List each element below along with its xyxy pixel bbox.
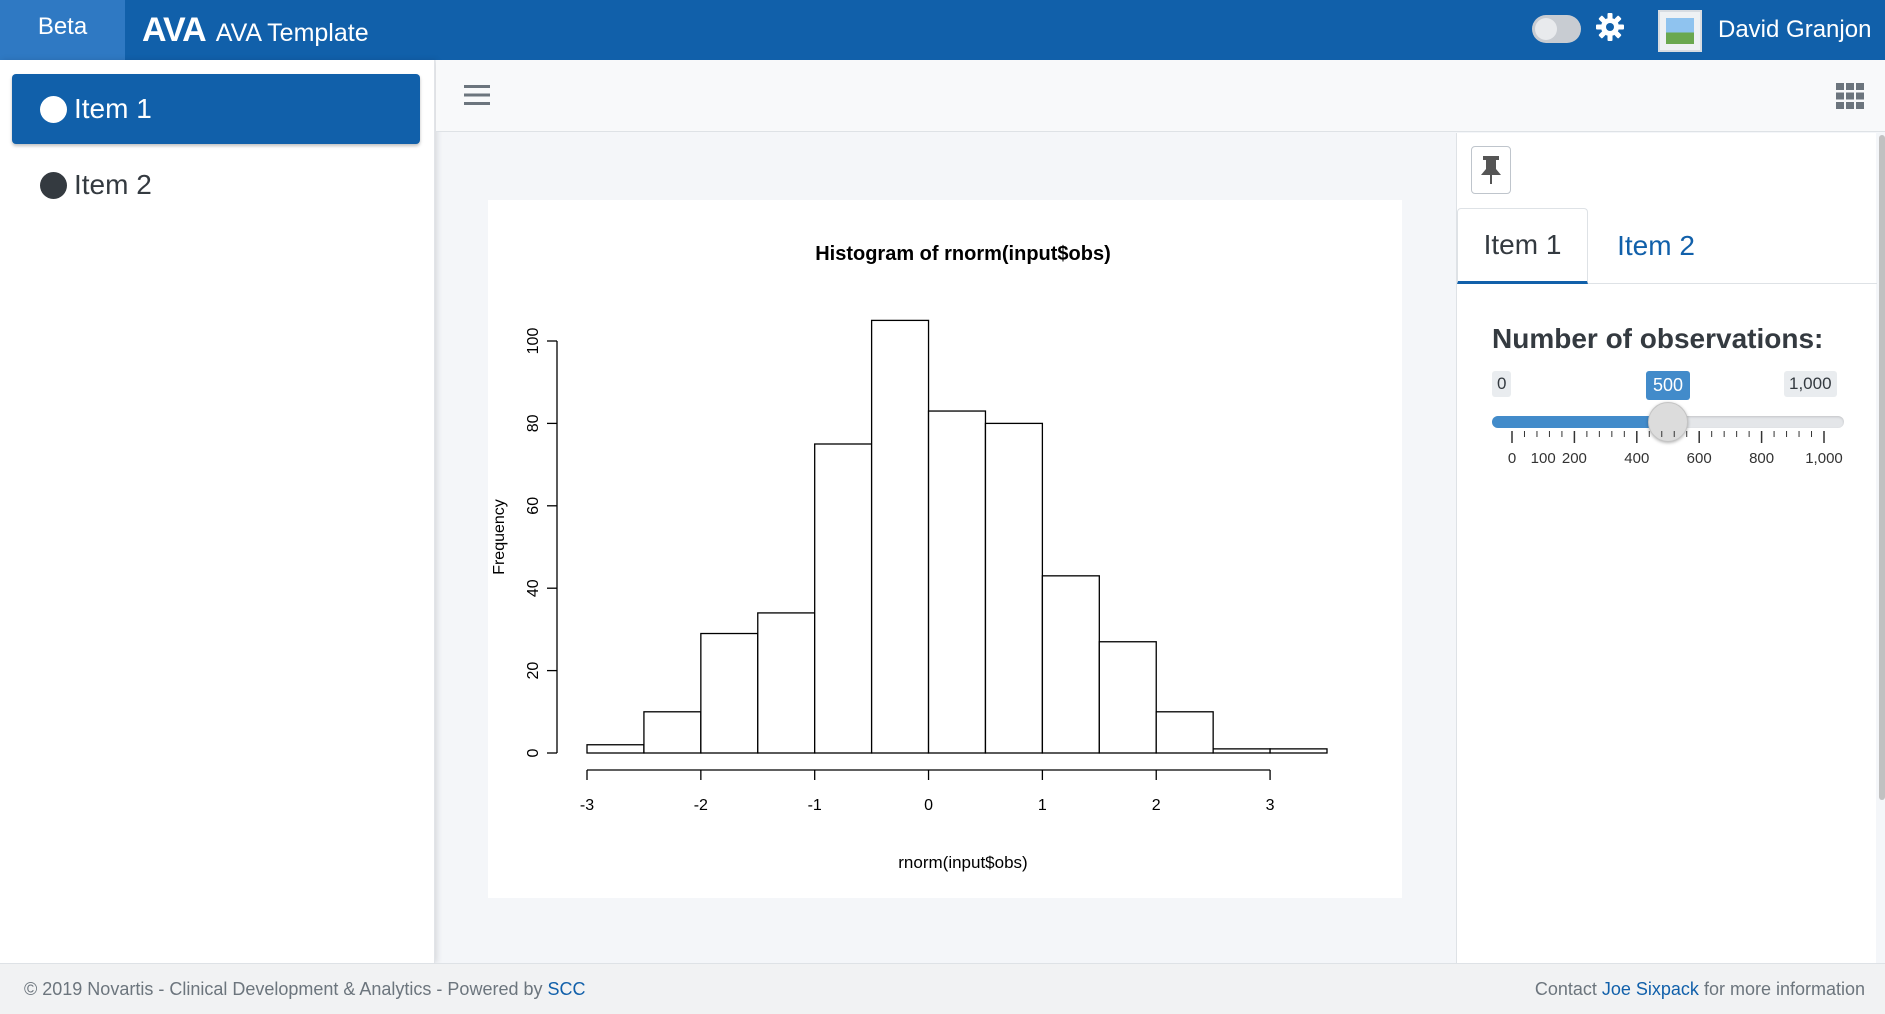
histogram-plot: Histogram of rnorm(input$obs) rnorm(inpu… [488,200,1402,898]
slider-tick-label: 200 [1562,450,1587,467]
x-tick-label: -1 [808,797,822,814]
footer-copyright: © 2019 Novartis - Clinical Development &… [24,979,548,999]
x-tick-label: 1 [1038,797,1047,814]
gear-icon[interactable] [1593,10,1627,44]
slider-max-label: 1,000 [1784,371,1837,397]
x-tick-label: 0 [924,797,933,814]
theme-toggle[interactable] [1532,15,1581,43]
slider-min-label: 0 [1492,371,1512,397]
contact-link[interactable]: Joe Sixpack [1601,979,1699,999]
sidebar-item-label: Item 2 [74,169,152,200]
x-tick-label: -2 [694,797,708,814]
control-panel: Item 1 Item 2 Number of observations: 0 … [1456,133,1877,963]
slider-handle[interactable] [1648,402,1688,442]
histogram-bar [1269,748,1328,754]
y-tick-label: 60 [525,497,542,515]
histogram-bars [586,319,1328,754]
brand[interactable]: AVA AVA Template [142,0,369,60]
y-tick-label: 20 [525,662,542,680]
panel-scrollbar[interactable] [1879,135,1885,800]
slider-fill [1492,416,1668,428]
brand-title: AVA Template [215,18,369,47]
histogram-axes: -3 -2 -1 0 1 2 3 0 20 40 60 80 100 [525,328,1275,814]
hamburger-menu-icon[interactable] [463,83,491,107]
footer-contact-suffix: for more information [1698,979,1865,999]
slider-ticks: 0 100 200 400 600 800 1,000 [1508,431,1843,467]
footer: © 2019 Novartis - Clinical Development &… [0,963,1885,1014]
observations-label: Number of observations: [1492,323,1824,354]
sidebar-item-label: Item 1 [74,93,152,124]
slider-tick-label: 100 [1531,450,1556,467]
x-tick-label: 2 [1152,797,1161,814]
y-axis-label: Frequency [491,499,508,575]
apps-grid-icon[interactable] [1836,83,1864,109]
histogram-bar [870,319,930,754]
chart-title: Histogram of rnorm(input$obs) [815,243,1111,265]
histogram-bar [1041,575,1100,754]
observations-slider[interactable]: 0 1,000 500 0 100 200 400 600 800 1,000 [1492,371,1847,468]
histogram-bar [927,410,987,754]
histogram-bar [643,711,702,754]
avatar-image-icon [1666,18,1694,44]
histogram-bar [814,443,873,754]
circle-icon [40,95,67,123]
x-axis-label: rnorm(input$obs) [898,853,1027,872]
scc-link[interactable]: SCC [547,979,586,999]
tab-item-2[interactable]: Item 2 [1617,230,1695,261]
footer-right: Contact Joe Sixpack for more information [1535,964,1865,1014]
histogram-svg: Histogram of rnorm(input$obs) rnorm(inpu… [491,243,1328,872]
footer-contact-prefix: Contact [1534,979,1602,999]
histogram-bar [757,612,816,754]
circle-icon [40,171,67,199]
x-tick-label: -3 [580,797,594,814]
content-header [436,60,1885,132]
sidebar-item-2[interactable]: Item 2 [12,150,420,220]
slider-tick-label: 0 [1508,450,1516,467]
control-tabs: Item 1 Item 2 [1457,208,1877,284]
histogram-bar [586,744,645,754]
histogram-bar [1212,748,1271,754]
y-tick-label: 0 [525,748,542,757]
sidebar: Item 1 Item 2 [0,60,435,963]
x-tick-label: 3 [1266,797,1275,814]
y-tick-label: 80 [525,414,542,432]
slider-tick-label: 600 [1687,450,1712,467]
avatar[interactable] [1658,10,1702,52]
histogram-bar [984,422,1044,754]
histogram-bar [700,632,759,754]
y-tick-label: 100 [525,328,542,355]
tab-item-1[interactable]: Item 1 [1457,208,1588,284]
histogram-bar [1155,711,1214,754]
slider-tick-label: 400 [1624,450,1649,467]
pin-icon [1481,156,1501,184]
sidebar-item-1[interactable]: Item 1 [12,74,420,144]
pin-button[interactable] [1471,146,1511,194]
slider-tick-label: 1,000 [1805,450,1843,467]
histogram-bar [1098,641,1157,754]
slider-tick-label: 800 [1749,450,1774,467]
slider-value-label: 500 [1646,371,1691,400]
top-navbar: Beta AVA AVA Template David Granjon [0,0,1885,60]
y-tick-label: 40 [525,579,542,597]
brand-logo: AVA [142,10,207,49]
beta-badge: Beta [0,0,125,60]
toggle-knob [1535,18,1557,40]
footer-left: © 2019 Novartis - Clinical Development &… [24,964,586,1014]
user-name[interactable]: David Granjon [1718,16,1872,43]
